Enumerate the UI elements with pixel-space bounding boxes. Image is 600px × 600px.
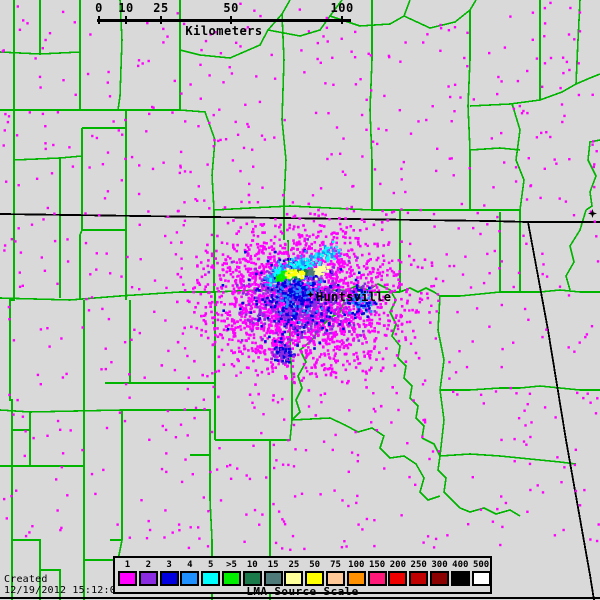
legend-swatch-150[interactable] — [367, 571, 387, 586]
legend-label-15: 15 — [267, 560, 279, 570]
legend-swatch-250[interactable] — [409, 571, 429, 586]
legend-color-swatches[interactable] — [115, 571, 491, 586]
legend-swatch-5[interactable] — [201, 571, 221, 586]
legend-tick-labels: 1 2 3 4 5 >5 10 15 25 50 75 100 150 200 250 300 400 500 — [115, 559, 490, 571]
star-marker — [307, 291, 314, 298]
scale-rule-bar — [97, 19, 351, 22]
legend-label-10: 10 — [246, 560, 258, 570]
legend-label-250: 250 — [410, 560, 427, 570]
city-label: Huntsville — [316, 290, 392, 304]
scale-tick-50: 50 — [223, 1, 239, 15]
scale-tick-mark-0 — [98, 16, 101, 24]
legend-label-100: 100 — [348, 560, 365, 570]
legend-swatch-75[interactable] — [326, 571, 345, 586]
legend-swatch-15[interactable] — [263, 571, 283, 586]
scale-tick-25: 25 — [153, 1, 169, 15]
legend-label-3: 3 — [166, 560, 172, 570]
legend-swatch-10[interactable] — [242, 571, 262, 586]
legend-label-25: 25 — [288, 560, 300, 570]
created-timestamp: Created 12/19/2012 15:12:07 — [4, 574, 122, 596]
legend-swatch-400[interactable] — [450, 571, 470, 586]
legend-swatch-500[interactable] — [471, 571, 491, 586]
lma-source-points — [1, 1, 600, 551]
scale-tick-mark-25 — [160, 16, 162, 24]
scale-tick-mark-100 — [341, 16, 344, 24]
scale-tick-10: 10 — [118, 1, 134, 15]
scale-tick-labels: 0 10 25 50 100 — [95, 1, 354, 15]
scale-tick-mark-50 — [230, 16, 233, 24]
scale-bar-title: Kilometers — [185, 24, 263, 38]
state-boundaries — [0, 213, 600, 600]
scale-tick-100: 100 — [330, 1, 354, 15]
legend-label-1: 1 — [124, 560, 131, 570]
legend-swatch-1[interactable] — [118, 571, 137, 586]
legend-title: LMA Source Scale — [246, 585, 359, 598]
legend-swatch-300[interactable] — [430, 571, 449, 586]
scale-tick-0: 0 — [95, 1, 103, 15]
legend-label->5: >5 — [226, 560, 237, 570]
legend-label-4: 4 — [187, 560, 193, 570]
scale-tick-mark-10 — [124, 16, 127, 24]
legend-label-5: 5 — [207, 560, 214, 570]
legend-label-200: 200 — [389, 560, 407, 570]
station-diamond-marker[interactable] — [588, 209, 597, 218]
legend-label-50: 50 — [309, 560, 321, 570]
legend-swatch-200[interactable] — [388, 571, 408, 586]
created-datetime: 12/19/2012 15:12:07 — [4, 585, 123, 596]
scale-bar: 0 10 25 50 100 Kilometers — [95, 1, 354, 39]
legend-swatch-4[interactable] — [180, 571, 200, 586]
legend-label-300: 300 — [431, 560, 448, 570]
legend-label-2: 2 — [145, 560, 152, 570]
legend-swatch-50[interactable] — [305, 571, 325, 586]
legend-label-75: 75 — [330, 560, 341, 570]
scale-rule — [97, 16, 351, 24]
legend-label-150: 150 — [368, 560, 386, 570]
legend-swatch->5[interactable] — [222, 571, 241, 586]
legend-label-400: 400 — [452, 560, 469, 570]
legend-label-500: 500 — [472, 560, 490, 570]
legend-swatch-2[interactable] — [138, 571, 158, 586]
legend-swatch-3[interactable] — [159, 571, 179, 586]
legend-swatch-100[interactable] — [346, 571, 366, 586]
created-label: Created — [4, 574, 48, 585]
lma-source-scale-legend[interactable]: 1 2 3 4 5 >5 10 15 25 50 75 100 150 200 250 300 400 500 L… — [113, 556, 492, 598]
legend-swatch-25[interactable] — [284, 571, 304, 586]
